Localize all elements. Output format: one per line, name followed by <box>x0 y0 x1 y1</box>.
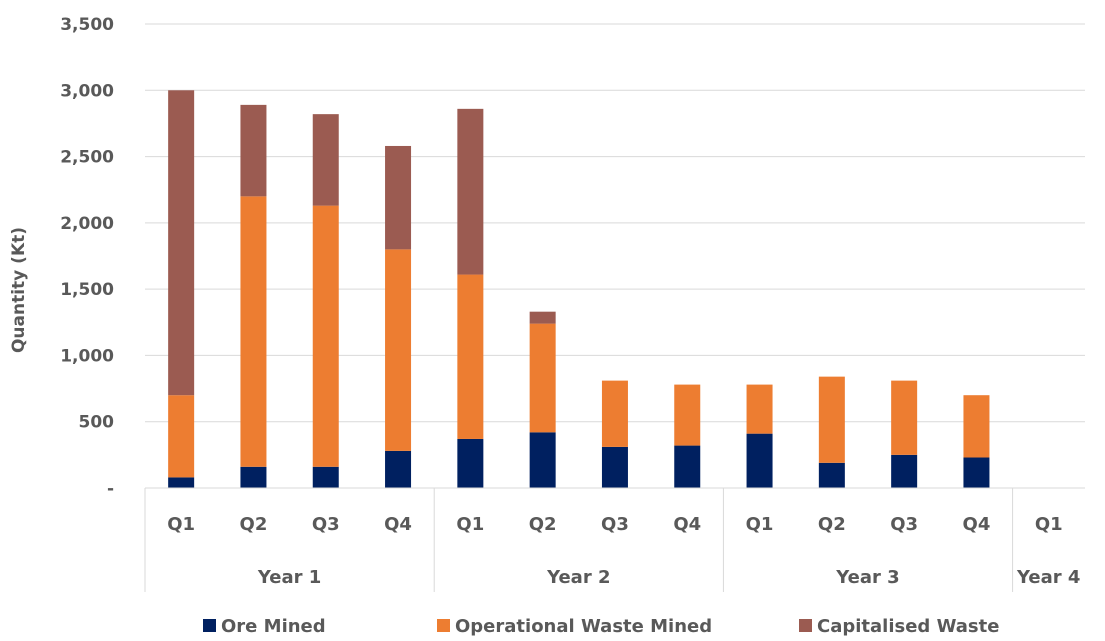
group-label: Year 3 <box>835 567 899 588</box>
x-tick-label: Q2 <box>529 514 557 535</box>
legend-swatch <box>799 619 812 632</box>
bar-segment-capitalised-waste <box>240 105 266 196</box>
x-tick-label: Q3 <box>601 514 629 535</box>
bar-segment-ore-mined <box>385 451 411 488</box>
x-tick-label: Q4 <box>384 514 412 535</box>
x-tick-label: Q1 <box>167 514 195 535</box>
y-tick-label: 2,000 <box>60 214 114 234</box>
bar-segment-ore-mined <box>674 446 700 488</box>
bar-segment-operational-waste-mined <box>747 385 773 434</box>
y-tick-label: 2,500 <box>60 148 114 168</box>
bar-segment-operational-waste-mined <box>530 324 556 433</box>
bar-segment-operational-waste-mined <box>891 381 917 455</box>
bar-segment-capitalised-waste <box>530 312 556 324</box>
bar-segment-capitalised-waste <box>385 146 411 249</box>
x-tick-label: Q3 <box>890 514 918 535</box>
bar-segment-ore-mined <box>168 477 194 488</box>
legend-label: Operational Waste Mined <box>455 616 712 637</box>
bar-segment-operational-waste-mined <box>240 196 266 466</box>
y-tick-label: 1,000 <box>60 346 114 366</box>
x-tick-label: Q4 <box>673 514 701 535</box>
y-tick-label: 3,000 <box>60 81 114 101</box>
bar-segment-operational-waste-mined <box>385 249 411 451</box>
bar-segment-operational-waste-mined <box>963 395 989 457</box>
legend-swatch <box>437 619 450 632</box>
bar-segment-capitalised-waste <box>313 114 339 205</box>
bar-segment-operational-waste-mined <box>313 206 339 467</box>
bar-segment-capitalised-waste <box>168 90 194 395</box>
bar-segment-ore-mined <box>457 439 483 488</box>
y-tick-label: - <box>107 479 114 499</box>
gridlines <box>145 24 1085 422</box>
legend-label: Ore Mined <box>221 616 326 637</box>
bar-segment-ore-mined <box>891 455 917 488</box>
x-tick-label: Q3 <box>312 514 340 535</box>
x-tick-label: Q1 <box>456 514 484 535</box>
legend: Ore Mined Operational Waste Mined Capitali… <box>203 616 999 637</box>
bar-segment-operational-waste-mined <box>819 377 845 463</box>
bar-segment-capitalised-waste <box>457 109 483 275</box>
y-axis-title: Quantity (Kt) <box>9 227 29 353</box>
group-label: Year 4 <box>1016 567 1080 588</box>
bar-segment-ore-mined <box>240 467 266 488</box>
x-tick-label: Q1 <box>1035 514 1063 535</box>
bar-segment-operational-waste-mined <box>457 275 483 439</box>
y-tick-label: 1,500 <box>60 280 114 300</box>
y-tick-label: 500 <box>79 413 115 433</box>
bar-segment-ore-mined <box>602 447 628 488</box>
bar-segment-operational-waste-mined <box>674 385 700 446</box>
bar-segment-ore-mined <box>747 434 773 488</box>
bar-segment-ore-mined <box>963 458 989 488</box>
bar-segment-ore-mined <box>819 463 845 488</box>
bar-segment-ore-mined <box>313 467 339 488</box>
y-tick-label: 3,500 <box>60 15 114 35</box>
x-tick-label: Q2 <box>240 514 268 535</box>
axes: - 500 1,000 1,500 2,000 2,500 3,000 3,500 Q1 Q2 Q3… <box>60 15 1085 592</box>
bar-segment-operational-waste-mined <box>168 395 194 477</box>
group-label: Year 2 <box>546 567 610 588</box>
group-label: Year 1 <box>257 567 321 588</box>
bar-segment-operational-waste-mined <box>602 381 628 447</box>
x-tick-label: Q4 <box>963 514 991 535</box>
x-tick-label: Q1 <box>746 514 774 535</box>
bar-segment-ore-mined <box>530 432 556 488</box>
legend-label: Capitalised Waste <box>817 616 999 637</box>
x-tick-label: Q2 <box>818 514 846 535</box>
legend-swatch <box>203 619 216 632</box>
